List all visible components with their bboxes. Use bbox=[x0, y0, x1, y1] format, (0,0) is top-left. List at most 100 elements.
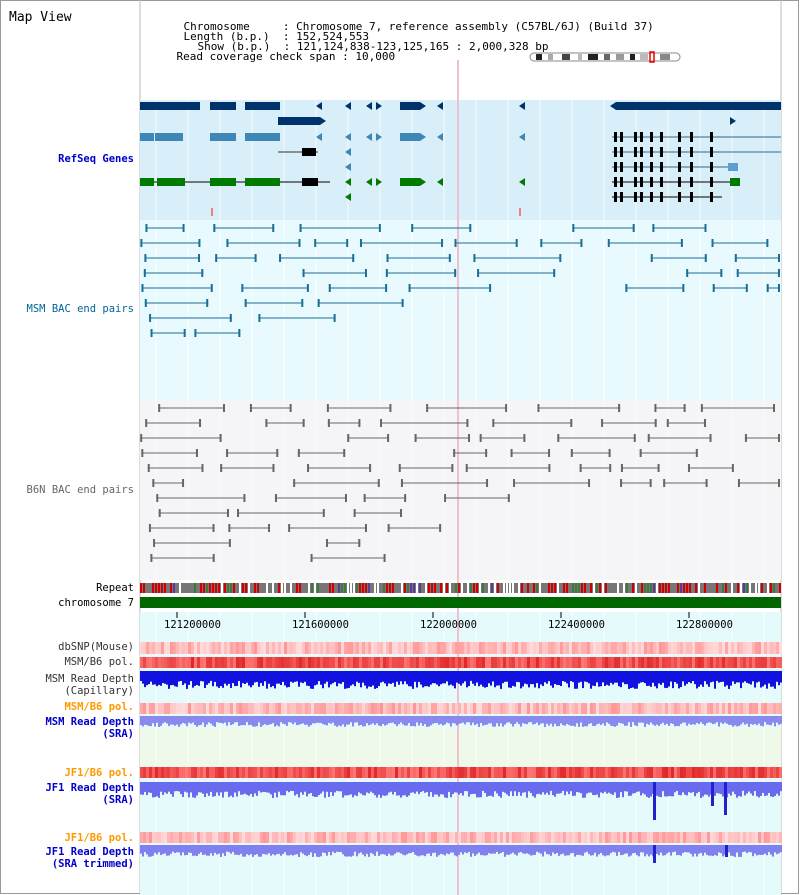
read-depth-bar bbox=[762, 782, 764, 793]
gene-feature bbox=[634, 132, 637, 142]
read-depth-bar bbox=[380, 716, 382, 727]
gene-feature bbox=[650, 162, 653, 172]
polymorphism-cell bbox=[431, 832, 434, 843]
polymorphism-cell bbox=[446, 832, 449, 843]
polymorphism-cell bbox=[749, 642, 752, 654]
read-depth-bar bbox=[716, 845, 718, 856]
track-label-jf1-b6-pol-1[interactable]: JF1/B6 pol. bbox=[64, 767, 134, 779]
track-label-dbsnp[interactable]: dbSNP(Mouse) bbox=[58, 641, 134, 653]
read-depth-bar bbox=[182, 671, 184, 685]
read-depth-bar bbox=[526, 671, 528, 685]
read-depth-bar bbox=[700, 716, 702, 723]
polymorphism-cell bbox=[701, 832, 704, 843]
read-depth-bar bbox=[456, 671, 458, 683]
read-depth-bar bbox=[316, 671, 318, 685]
read-depth-bar bbox=[320, 782, 322, 794]
read-depth-bar bbox=[742, 782, 744, 791]
polymorphism-cell bbox=[203, 767, 206, 778]
polymorphism-cell bbox=[425, 767, 428, 778]
polymorphism-cell bbox=[467, 657, 470, 668]
repeat-element bbox=[689, 583, 691, 593]
bac-end bbox=[352, 254, 355, 262]
polymorphism-cell bbox=[383, 703, 386, 714]
read-depth-bar bbox=[196, 671, 198, 685]
polymorphism-cell bbox=[473, 832, 476, 843]
polymorphism-cell bbox=[233, 832, 236, 843]
repeat-element bbox=[626, 583, 628, 593]
polymorphism-cell bbox=[653, 642, 656, 654]
read-depth-bar bbox=[746, 716, 748, 724]
polymorphism-cell bbox=[194, 832, 197, 843]
bac-end bbox=[766, 239, 769, 247]
track-label-b6n-bac[interactable]: B6N BAC end pairs bbox=[26, 484, 134, 496]
polymorphism-cell bbox=[206, 767, 209, 778]
polymorphism-cell bbox=[263, 767, 266, 778]
read-depth-bar bbox=[400, 671, 402, 682]
track-label-msm-b6-pol-2[interactable]: MSM/B6 pol. bbox=[64, 701, 134, 713]
bac-end bbox=[426, 404, 429, 412]
read-depth-bar bbox=[750, 782, 752, 794]
track-label-msm-depth-cap-1[interactable]: MSM Read Depth bbox=[45, 673, 134, 685]
read-depth-bar bbox=[456, 845, 458, 857]
polymorphism-cell bbox=[161, 642, 164, 654]
gene-feature bbox=[660, 177, 663, 187]
bac-end bbox=[201, 269, 204, 277]
read-depth-bar bbox=[500, 845, 502, 853]
bac-end bbox=[144, 254, 147, 262]
read-depth-bar bbox=[172, 782, 174, 797]
read-depth-bar bbox=[532, 716, 534, 725]
track-label-msm-depth-sra-1[interactable]: MSM Read Depth bbox=[45, 716, 134, 728]
repeat-element bbox=[296, 583, 298, 593]
polymorphism-cell bbox=[329, 657, 332, 668]
track-label-refseq[interactable]: RefSeq Genes bbox=[58, 153, 134, 165]
read-depth-bar bbox=[294, 716, 296, 723]
read-depth-bar bbox=[496, 716, 498, 724]
read-depth-bar bbox=[628, 782, 630, 796]
polymorphism-cell bbox=[371, 642, 374, 654]
read-depth-bar bbox=[204, 845, 206, 855]
polymorphism-cell bbox=[341, 703, 344, 714]
polymorphism-cell bbox=[185, 657, 188, 668]
polymorphism-cell bbox=[446, 642, 449, 654]
read-depth-bar bbox=[550, 671, 552, 686]
read-depth-bar bbox=[542, 671, 544, 687]
read-depth-bar bbox=[222, 716, 224, 724]
polymorphism-cell bbox=[557, 642, 560, 654]
polymorphism-cell bbox=[503, 832, 506, 843]
polymorphism-cell bbox=[494, 767, 497, 778]
repeat-element bbox=[377, 583, 379, 593]
polymorphism-cell bbox=[281, 642, 284, 654]
polymorphism-cell bbox=[341, 657, 344, 668]
read-depth-bar bbox=[154, 845, 156, 853]
track-label-msm-bac[interactable]: MSM BAC end pairs bbox=[26, 303, 134, 315]
track-label-jf1-depth-trim-1[interactable]: JF1 Read Depth bbox=[45, 846, 134, 858]
polymorphism-cell bbox=[614, 657, 617, 668]
polymorphism-cell bbox=[776, 767, 779, 778]
track-label-jf1-b6-pol-2[interactable]: JF1/B6 pol. bbox=[64, 832, 134, 844]
repeat-element bbox=[494, 583, 496, 593]
repeat-element bbox=[206, 583, 208, 593]
polymorphism-cell bbox=[773, 767, 776, 778]
read-depth-bar bbox=[266, 845, 268, 855]
polymorphism-cell bbox=[404, 642, 407, 654]
bac-end bbox=[156, 494, 159, 502]
polymorphism-cell bbox=[359, 832, 362, 843]
bac-end bbox=[212, 524, 215, 532]
read-depth-bar bbox=[734, 845, 736, 857]
bac-end bbox=[378, 224, 381, 232]
read-depth-bar bbox=[694, 782, 696, 797]
read-depth-bar bbox=[376, 845, 378, 852]
track-label-msm-b6-pol-1[interactable]: MSM/B6 pol. bbox=[64, 656, 134, 668]
read-depth-bar bbox=[686, 845, 688, 853]
read-depth-bar bbox=[206, 845, 208, 856]
repeat-element bbox=[650, 583, 652, 593]
track-label-jf1-depth-sra-1[interactable]: JF1 Read Depth bbox=[45, 782, 134, 794]
polymorphism-cell bbox=[437, 832, 440, 843]
read-depth-bar bbox=[356, 671, 358, 682]
polymorphism-cell bbox=[272, 657, 275, 668]
polymorphism-cell bbox=[752, 703, 755, 714]
read-depth-bar bbox=[182, 845, 184, 853]
read-depth-bar bbox=[478, 671, 480, 687]
read-depth-bar bbox=[440, 782, 442, 795]
bac-end bbox=[601, 419, 604, 427]
